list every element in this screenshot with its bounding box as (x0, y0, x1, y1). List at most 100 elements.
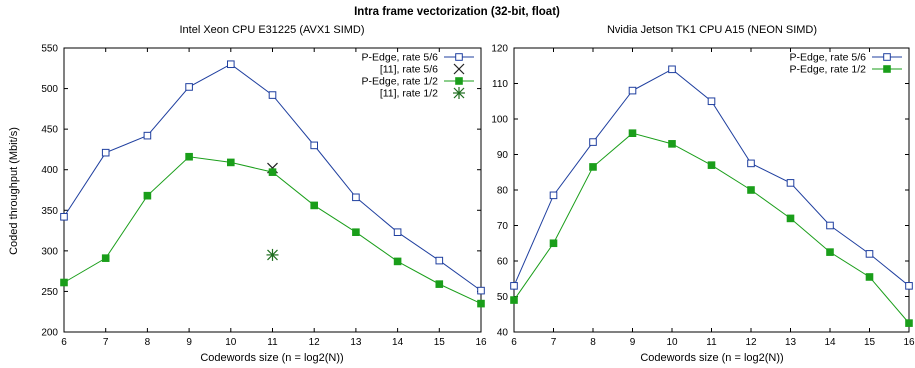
left-legend-marker (455, 77, 463, 85)
left-y-tick-label: 400 (41, 165, 58, 176)
right-series-0-point (668, 65, 676, 74)
right-plot-frame (513, 47, 910, 333)
left-legend-marker (455, 53, 463, 61)
left-y-axis-label: Coded throughput (Mbit/s) (8, 127, 20, 255)
figure-title: Intra frame vectorization (32-bit, float… (354, 6, 560, 18)
right-series-0-point (747, 159, 755, 168)
right-series-0-point (786, 179, 795, 187)
right-x-tick-label: 6 (511, 337, 517, 348)
left-series-0-point (268, 91, 277, 99)
left-x-tick-label: 12 (309, 337, 321, 348)
right-y-tick-label: 110 (492, 79, 508, 90)
left-series-0-point (435, 256, 444, 265)
right-series-1-point (668, 140, 676, 148)
right-y-tick-label: 50 (497, 292, 509, 303)
right-x-tick-label: 12 (745, 337, 757, 348)
left-plot-area: 6 7 8 9 10 11 12 13 14 15 16 200 250 300 350 400 450 500 5… (41, 44, 487, 349)
left-series-0-point (352, 193, 360, 202)
right-series-0-point (549, 191, 558, 200)
chart-right: Nvidia Jetson TK1 CPU A15 (NEON SIMD) Co… (491, 24, 915, 364)
right-series-1-point (510, 296, 518, 304)
right-series-0-point (826, 221, 834, 230)
left-legend-label: P-Edge, rate 5/6 (362, 52, 439, 64)
left-legend-marker-stroke-1 (453, 63, 465, 75)
left-x-tick-label: 10 (225, 337, 237, 348)
right-y-tick-label: 120 (491, 44, 508, 55)
right-series-1-point (826, 248, 834, 256)
left-legend-marker (453, 87, 465, 99)
chart-left: Intel Xeon CPU E31225 (AVX1 SIMD) Codewo… (8, 24, 487, 364)
right-series-1-point (628, 129, 637, 137)
right-series-0-point (865, 250, 874, 258)
left-x-tick-label: 6 (61, 337, 67, 348)
right-x-tick-label: 15 (864, 337, 876, 348)
left-series-0-point (310, 141, 318, 150)
right-series-0-point (905, 282, 913, 290)
right-y-tick-label: 80 (497, 186, 509, 197)
left-legend-marker (453, 63, 465, 75)
right-series-1-point (905, 319, 913, 327)
right-series-1-point (865, 273, 874, 281)
right-series-0-point (510, 282, 518, 290)
right-series-1-point (589, 163, 597, 171)
left-x-tick-label: 15 (434, 337, 446, 348)
left-x-tick-label: 13 (350, 337, 362, 348)
left-series-0-point (60, 212, 68, 221)
right-legend-label: P-Edge, rate 1/2 (790, 64, 867, 76)
left-x-tick-label: 9 (186, 337, 192, 348)
left-x-tick-label: 11 (267, 337, 278, 348)
left-y-tick-label: 450 (41, 125, 58, 136)
right-y-tick-label: 70 (497, 221, 509, 232)
right-legend-marker (883, 53, 891, 61)
right-x-tick-label: 14 (824, 337, 836, 348)
right-series-0-point (707, 97, 716, 106)
left-y-tick-label: 550 (41, 44, 58, 55)
left-series-0-point (143, 131, 152, 140)
right-x-tick-label: 8 (590, 337, 596, 348)
left-series-2-point (352, 228, 360, 236)
left-x-tick-label: 7 (103, 337, 109, 348)
right-x-axis-label: Codewords size (n = log2(N)) (640, 352, 783, 364)
right-chart-title: Nvidia Jetson TK1 CPU A15 (NEON SIMD) (607, 24, 817, 36)
right-series-1-point (549, 239, 558, 248)
left-series-0-point (393, 228, 402, 236)
left-series-2-point (477, 299, 485, 308)
left-series-2-line (63, 156, 482, 305)
left-series-2-point (60, 278, 68, 287)
right-y-tick-label: 100 (491, 115, 508, 126)
left-y-tick-label: 250 (41, 287, 58, 298)
left-series-2-point (435, 280, 444, 288)
left-series-2-point (393, 257, 402, 266)
right-y-tick-label: 40 (497, 328, 509, 339)
right-series-0-point (628, 86, 637, 95)
left-series-0-point (101, 148, 110, 157)
right-x-tick-label: 11 (706, 337, 717, 348)
right-series-1-point (707, 161, 716, 169)
right-x-tick-label: 13 (785, 337, 797, 348)
right-x-tick-label: 10 (666, 337, 678, 348)
right-x-tick-label: 16 (903, 337, 915, 348)
right-y-tick-label: 60 (497, 257, 509, 268)
right-x-tick-label: 9 (630, 337, 636, 348)
left-series-2-point (268, 168, 277, 176)
left-series-2-point (185, 152, 193, 161)
right-legend-label: P-Edge, rate 5/6 (790, 52, 867, 64)
left-x-tick-label: 16 (475, 337, 487, 348)
left-y-tick-label: 350 (41, 206, 58, 217)
right-series-1-point (747, 186, 755, 194)
right-plot-area: 6 7 8 9 10 11 12 13 14 15 16 40 50 60 70 80 90 100 110 120 P… (491, 44, 915, 349)
left-y-tick-label: 200 (41, 328, 58, 339)
left-legend-label: [11], rate 5/6 (380, 64, 438, 76)
left-x-axis-label: Codewords size (n = log2(N)) (200, 352, 343, 364)
left-series-2-point (310, 201, 318, 210)
left-series-3-point (266, 248, 279, 261)
left-series-0-point (185, 83, 193, 91)
right-series-0-point (589, 138, 597, 146)
left-series-0-point (227, 60, 235, 69)
left-x-tick-label: 14 (392, 337, 404, 348)
left-x-tick-label: 8 (145, 337, 151, 348)
right-x-tick-label: 7 (551, 337, 557, 348)
left-y-tick-label: 300 (41, 246, 58, 257)
